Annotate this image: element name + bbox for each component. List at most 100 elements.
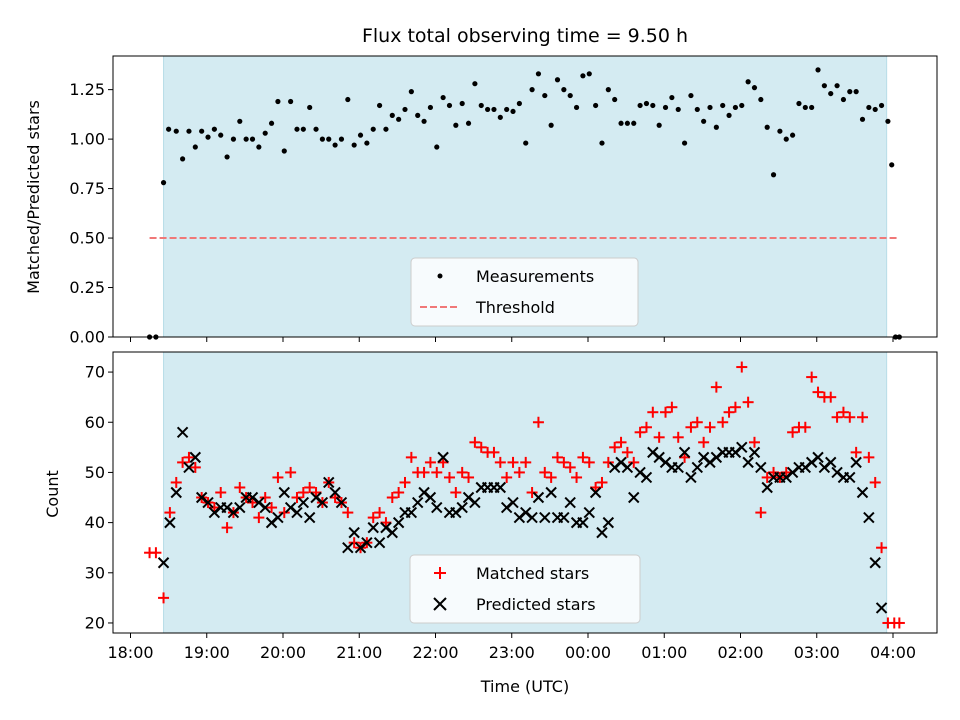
measurement-point — [465, 120, 472, 126]
matched-star-point — [596, 476, 608, 488]
measurement-point — [593, 102, 599, 109]
measurement-point — [408, 89, 414, 95]
predicted-star-point — [437, 451, 449, 464]
matched-star-point — [787, 426, 799, 438]
matched-star-point — [831, 411, 843, 423]
legend-predicted-marker — [433, 597, 447, 611]
legend-threshold-label: Threshold — [475, 298, 555, 317]
matched-star-point — [158, 592, 170, 604]
measurement-point — [389, 112, 395, 118]
matched-star-point — [647, 406, 659, 418]
measurement-point — [351, 142, 357, 148]
measurement-point — [631, 120, 637, 126]
measurement-point — [662, 104, 669, 111]
predicted-star-point — [742, 456, 754, 469]
measurement-point — [345, 96, 351, 103]
matched-star-point — [507, 456, 519, 468]
predicted-star-point — [532, 491, 545, 504]
measurement-point — [453, 122, 459, 128]
matched-star-point — [571, 471, 583, 483]
legend-matched-label: Matched stars — [476, 564, 589, 583]
legend-matched-marker — [434, 567, 446, 579]
measurement-point — [319, 136, 325, 142]
measurement-point — [790, 132, 796, 138]
x-tick-label: 03:00 — [794, 643, 840, 662]
measurement-point — [567, 92, 573, 99]
predicted-star-point — [323, 476, 335, 489]
measurement-point — [828, 90, 834, 97]
matched-star-point — [685, 421, 697, 433]
measurement-point — [402, 106, 408, 113]
predicted-star-point — [373, 536, 386, 549]
measurement-point — [866, 104, 872, 111]
predicted-star-point — [577, 516, 589, 529]
y-tick-label: 50 — [85, 463, 105, 482]
measurement-point — [275, 98, 281, 105]
y-tick-label: 60 — [85, 413, 105, 432]
measurement-point — [726, 112, 732, 118]
predicted-star-point — [176, 426, 189, 438]
measurement-point — [485, 106, 491, 113]
matched-star-point — [450, 487, 462, 498]
predicted-star-point — [602, 516, 615, 529]
predicted-star-point — [456, 501, 468, 514]
measurement-point — [872, 106, 878, 113]
x-tick-label: 19:00 — [184, 643, 230, 662]
predicted-star-point — [856, 486, 869, 499]
predicted-star-point — [691, 461, 703, 474]
predicted-star-point — [748, 446, 761, 459]
legend-measurements-marker — [437, 273, 443, 279]
matched-star-point — [170, 476, 182, 488]
x-tick-label: 23:00 — [489, 643, 535, 662]
x-tick-label: 02:00 — [717, 643, 763, 662]
matched-star-point — [272, 471, 284, 483]
predicted-star-point — [545, 486, 557, 499]
measurement-point — [421, 118, 427, 124]
measurement-point — [694, 106, 700, 113]
matched-star-point — [723, 406, 735, 418]
matched-star-point — [456, 466, 468, 478]
predicted-star-point — [278, 486, 290, 499]
measurement-point — [332, 142, 338, 148]
measurement-point — [243, 136, 249, 142]
top-y-ticks: 0.00 0.25 0.50 0.75 1.00 1.25 — [69, 80, 113, 347]
predicted-star-point — [685, 471, 697, 484]
predicted-star-point — [564, 496, 576, 509]
measurement-point — [701, 118, 707, 124]
measurement-point — [669, 94, 675, 101]
measurement-point — [764, 124, 770, 130]
matched-star-point — [850, 446, 862, 458]
matched-star-point — [698, 436, 710, 448]
measurement-point — [415, 112, 421, 118]
measurement-point — [434, 144, 440, 150]
measurement-point — [186, 128, 192, 134]
measurement-point — [288, 98, 294, 105]
measurement-point — [364, 140, 370, 146]
x-tick-label: 21:00 — [336, 643, 382, 662]
matched-star-point — [748, 436, 760, 448]
measurement-point — [440, 94, 446, 101]
measurement-point — [249, 136, 256, 142]
measurement-point — [745, 79, 751, 85]
bottom-x-ticks: 18:00 19:00 20:00 21:00 22:00 23:00 00:00 01:00… — [107, 633, 916, 662]
predicted-star-point — [316, 496, 329, 509]
predicted-star-point — [386, 526, 398, 539]
predicted-star-point — [367, 521, 379, 534]
measurement-point — [376, 102, 383, 109]
matched-star-point — [628, 456, 640, 468]
predicted-star-point — [431, 501, 443, 514]
measurement-point — [548, 122, 554, 128]
predicted-star-point — [335, 496, 348, 509]
measurement-point — [523, 140, 529, 146]
matched-star-point — [399, 476, 411, 488]
x-tick-label: 04:00 — [870, 643, 916, 662]
predicted-star-point — [234, 501, 246, 514]
matched-star-point — [615, 436, 627, 448]
matched-star-point — [374, 507, 386, 519]
measurement-point — [504, 106, 510, 113]
predicted-star-point — [672, 461, 684, 474]
measurement-point — [739, 102, 745, 109]
matched-star-point — [717, 416, 729, 428]
matched-star-point — [736, 361, 748, 373]
measurement-point — [586, 71, 592, 77]
